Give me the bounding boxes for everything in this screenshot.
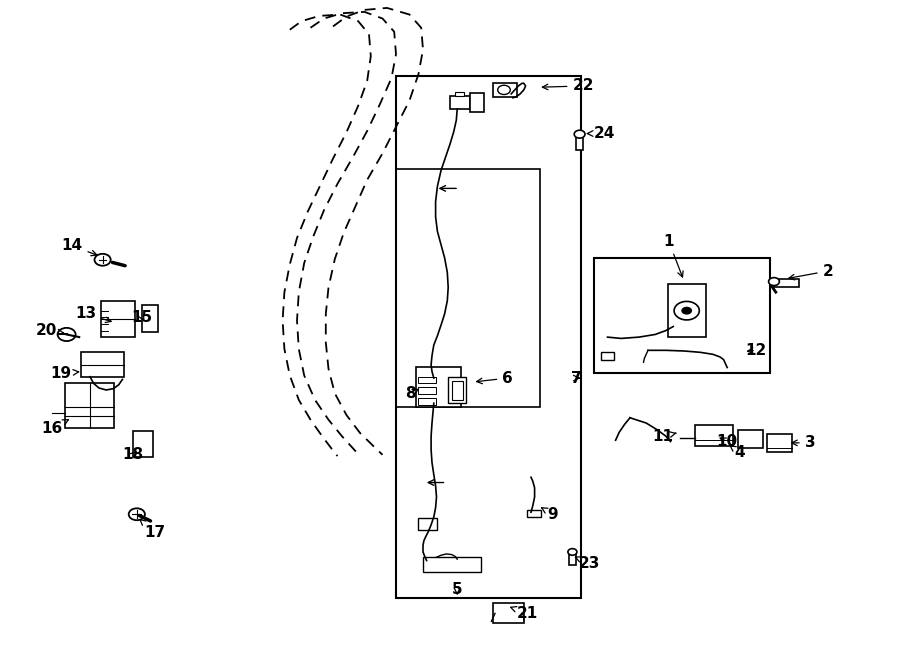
- Text: 17: 17: [140, 520, 166, 539]
- FancyBboxPatch shape: [493, 603, 524, 623]
- Text: 20: 20: [36, 323, 64, 338]
- Text: 7: 7: [571, 371, 581, 385]
- Text: 16: 16: [41, 420, 68, 436]
- Bar: [133, 431, 153, 457]
- Bar: [81, 352, 124, 377]
- Text: 23: 23: [575, 556, 600, 570]
- Circle shape: [769, 278, 779, 286]
- Text: 22: 22: [543, 79, 594, 93]
- Text: 18: 18: [122, 447, 144, 462]
- Bar: [452, 381, 463, 400]
- Bar: [142, 305, 158, 332]
- Bar: [576, 136, 583, 150]
- Bar: [695, 425, 733, 446]
- Circle shape: [58, 328, 76, 341]
- Bar: [455, 92, 464, 96]
- Bar: [767, 434, 792, 452]
- Bar: [423, 557, 482, 572]
- Circle shape: [129, 508, 145, 520]
- Bar: [601, 352, 614, 360]
- Text: 14: 14: [61, 239, 97, 256]
- Bar: [668, 284, 706, 337]
- Text: 8: 8: [405, 386, 418, 401]
- Text: 6: 6: [477, 371, 513, 385]
- Bar: [738, 430, 763, 448]
- Text: 13: 13: [75, 307, 112, 323]
- Text: 10: 10: [716, 434, 738, 449]
- Text: 19: 19: [50, 366, 78, 381]
- Bar: [65, 383, 114, 428]
- Text: 11: 11: [652, 429, 676, 444]
- Bar: [101, 301, 135, 337]
- Bar: [774, 279, 799, 287]
- Text: 21: 21: [510, 606, 538, 621]
- Bar: [418, 377, 436, 383]
- Text: 1: 1: [663, 234, 683, 277]
- Text: 3: 3: [792, 436, 815, 450]
- Bar: [416, 367, 461, 407]
- Bar: [396, 169, 540, 407]
- Bar: [526, 510, 541, 517]
- Circle shape: [681, 307, 692, 315]
- Bar: [418, 387, 436, 394]
- Circle shape: [568, 549, 577, 555]
- Text: 4: 4: [729, 445, 745, 460]
- Text: 24: 24: [588, 126, 616, 141]
- Bar: [594, 258, 770, 373]
- Circle shape: [574, 130, 585, 138]
- Text: 2: 2: [789, 264, 833, 280]
- Bar: [396, 76, 580, 598]
- Bar: [448, 377, 466, 403]
- Bar: [493, 83, 517, 97]
- Bar: [418, 398, 436, 405]
- Text: 15: 15: [131, 310, 153, 325]
- Text: 12: 12: [745, 343, 767, 358]
- Text: 5: 5: [452, 582, 463, 597]
- FancyBboxPatch shape: [418, 518, 437, 530]
- Text: 9: 9: [542, 507, 558, 522]
- Circle shape: [94, 254, 111, 266]
- Bar: [470, 93, 484, 112]
- Bar: [569, 553, 576, 565]
- Bar: [450, 96, 470, 109]
